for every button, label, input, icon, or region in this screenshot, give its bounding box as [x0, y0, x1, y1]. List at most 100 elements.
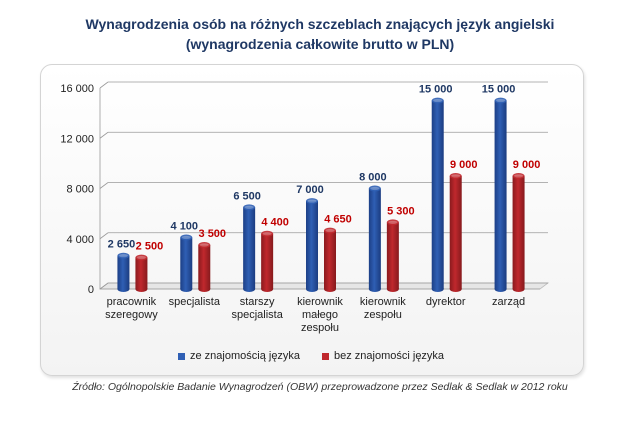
- legend-item-series2: bez znajomości języka: [322, 350, 444, 362]
- bar-top: [512, 172, 525, 179]
- source-note: Źródło: Ogólnopolskie Badanie Wynagrodze…: [72, 381, 568, 393]
- data-label: 9 000: [450, 159, 478, 171]
- data-label: 4 100: [171, 220, 199, 232]
- bar-series2: [386, 219, 399, 292]
- bar-top: [431, 97, 444, 104]
- data-label: 15 000: [419, 84, 453, 96]
- bar-top-highlight: [181, 235, 191, 240]
- bar-body: [449, 175, 462, 289]
- bar-series2: [198, 242, 211, 292]
- bar-series1: [117, 252, 130, 292]
- legend-swatch-series1: [178, 352, 185, 360]
- bar-top: [324, 227, 336, 234]
- bar-base: [180, 286, 193, 292]
- bar-base: [117, 286, 130, 292]
- x-tick-label: specjalista: [231, 309, 283, 321]
- bar-top-highlight: [262, 232, 272, 236]
- bar-series1: [494, 97, 507, 292]
- bar-base: [431, 286, 444, 292]
- bar-base: [261, 286, 274, 292]
- bar-series1: [180, 234, 193, 292]
- bar-top: [494, 97, 507, 104]
- bar-top-highlight: [307, 199, 317, 203]
- bar-top: [180, 234, 193, 241]
- bar-top: [368, 185, 381, 192]
- bar-top: [261, 230, 274, 237]
- legend-label-series1: ze znajomością języka: [190, 350, 301, 362]
- bar-top-highlight: [388, 220, 398, 225]
- x-tick-label: szeregowy: [105, 309, 158, 321]
- bar-top-highlight: [370, 186, 380, 191]
- x-tick-label: specjalista: [169, 296, 221, 308]
- bar-body: [324, 230, 336, 289]
- bar-body: [431, 100, 444, 289]
- bar-top-highlight: [433, 98, 443, 103]
- bar-body: [243, 207, 256, 289]
- bar-top: [449, 172, 462, 179]
- bar-series1: [368, 185, 381, 292]
- bar-top-highlight: [325, 228, 335, 233]
- bar-body: [494, 100, 507, 289]
- bar-series1: [243, 204, 256, 292]
- y-tick-label: 4 000: [66, 234, 94, 246]
- chart-subtitle: (wynagrodzenia całkowite brutto w PLN): [185, 36, 455, 52]
- bar-series2: [135, 254, 148, 292]
- bar-series2: [449, 172, 462, 292]
- y-tick-label: 8 000: [66, 184, 94, 196]
- gridline-depth: [99, 81, 109, 89]
- bar-base: [306, 286, 318, 292]
- bar-body: [368, 188, 381, 289]
- data-label: 2 650: [108, 239, 136, 251]
- bar-base: [198, 286, 211, 292]
- bar-series1: [431, 97, 444, 292]
- bar-top: [386, 219, 399, 226]
- data-label: 9 000: [513, 159, 541, 171]
- x-tick-label: kierownik: [360, 296, 406, 308]
- bar-base: [386, 286, 399, 292]
- data-label: 7 000: [296, 184, 324, 196]
- bar-body: [386, 222, 399, 289]
- bar-series2: [324, 227, 336, 292]
- bar-top-highlight: [199, 243, 209, 247]
- bar-top: [117, 252, 130, 259]
- bar-base: [512, 286, 525, 292]
- x-tick-label: zarząd: [492, 296, 525, 308]
- bar-top: [243, 204, 256, 211]
- bar-base: [243, 286, 256, 292]
- data-label: 8 000: [359, 172, 387, 184]
- bar-series1: [306, 198, 318, 292]
- bar-base: [494, 286, 507, 292]
- bar-top: [135, 254, 148, 261]
- bar-series2: [261, 230, 274, 292]
- x-tick-label: pracownik: [107, 296, 157, 308]
- bar-base: [324, 286, 336, 292]
- bar-top: [198, 242, 211, 249]
- bar-body: [261, 233, 274, 289]
- data-label: 15 000: [482, 84, 516, 96]
- chart-title: Wynagrodzenia osób na różnych szczeblach…: [85, 16, 555, 32]
- bar-top-highlight: [118, 254, 128, 258]
- data-label: 6 500: [233, 190, 261, 202]
- bar-top-highlight: [451, 174, 461, 178]
- gridline-depth: [99, 131, 109, 139]
- bar-top: [306, 198, 318, 205]
- y-tick-label: 0: [88, 284, 94, 296]
- bar-body: [306, 201, 318, 289]
- bar-top-highlight: [136, 255, 146, 260]
- bar-base: [135, 286, 148, 292]
- data-label: 3 500: [199, 228, 227, 240]
- x-tick-label: starszy: [240, 296, 275, 308]
- bar-top-highlight: [514, 174, 524, 178]
- bar-body: [512, 175, 525, 289]
- legend-item-series1: ze znajomością języka: [178, 350, 300, 362]
- y-tick-label: 12 000: [60, 133, 94, 145]
- y-tick-label: 16 000: [60, 83, 94, 95]
- bar-body: [117, 255, 130, 289]
- bar-series2: [512, 172, 525, 292]
- gridline-depth: [99, 182, 109, 189]
- data-label: 2 500: [136, 241, 164, 253]
- bar-body: [180, 237, 193, 289]
- x-tick-label: małego: [302, 309, 338, 321]
- bar-body: [135, 257, 148, 289]
